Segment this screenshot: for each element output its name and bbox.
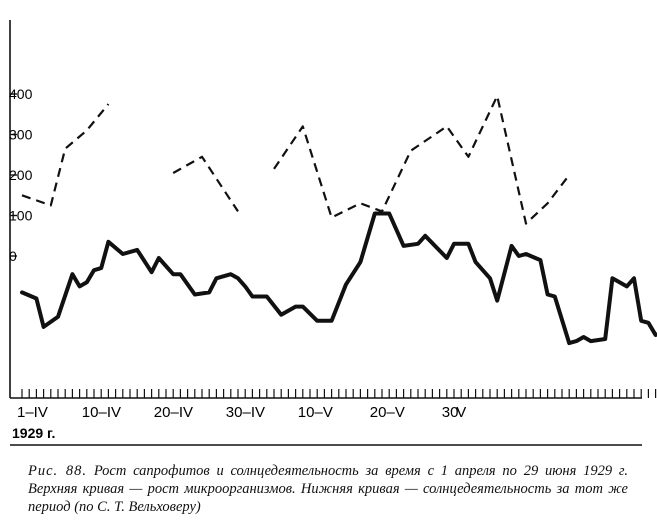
y-tick-label: 400 (9, 86, 33, 102)
y-tick-label: 0 (9, 248, 17, 264)
caption-text: Рост сапрофитов и солнцедеятельность за … (28, 463, 628, 515)
x-tick-label: V (456, 404, 466, 421)
y-tick-label: 200 (9, 167, 33, 183)
dashed-series-segment (172, 155, 239, 213)
series-layer (20, 94, 657, 346)
figure-caption: Рис. 88. Рост сапрофитов и солнцедеятель… (28, 462, 628, 516)
solid-series-line (20, 211, 657, 346)
x-tick-label: 20–V (370, 404, 405, 421)
x-axis-labels: 1–IV 10–IV 20–IV 30–IV 10–V 20–V 30V (17, 404, 466, 421)
dashed-series-segment (21, 103, 110, 207)
year-label: 1929 г. (12, 425, 55, 441)
x-tick-label: 1–IV (17, 404, 48, 421)
x-tick-label: 30–IV (226, 404, 265, 421)
caption-label: Рис. 88. (28, 463, 88, 479)
y-axis-ticks: 400 300 200 100 0 (9, 86, 33, 264)
y-tick-label: 300 (9, 127, 33, 143)
x-tick-label: 10–V (298, 404, 333, 421)
x-tick-label: 20–IV (154, 404, 193, 421)
x-tick-label: 10–IV (82, 404, 121, 421)
x-axis-ticks (21, 389, 657, 398)
dashed-series-segment (273, 94, 571, 225)
y-tick-label: 100 (9, 208, 33, 224)
x-tick-label: 30 (442, 404, 459, 421)
